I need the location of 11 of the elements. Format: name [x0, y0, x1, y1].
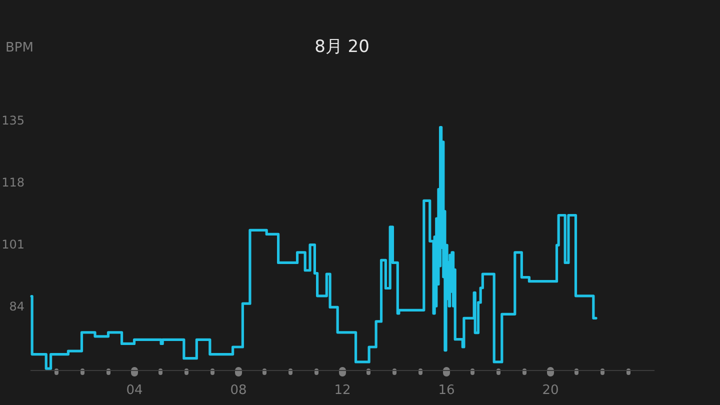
x-tick-label: 04 [126, 383, 143, 398]
y-tick-label: 101 [2, 238, 24, 252]
chart-title: 8月 20 [314, 37, 370, 57]
x-tick-label: 20 [542, 383, 559, 398]
x-tick-label: 08 [230, 383, 247, 398]
x-tick-label: 12 [334, 383, 351, 398]
y-tick-label: 118 [2, 176, 24, 190]
y-tick-label: 135 [2, 114, 24, 128]
y-tick-label: 84 [9, 300, 24, 314]
y-axis-title: BPM [6, 40, 34, 56]
x-tick-label: 16 [438, 383, 455, 398]
